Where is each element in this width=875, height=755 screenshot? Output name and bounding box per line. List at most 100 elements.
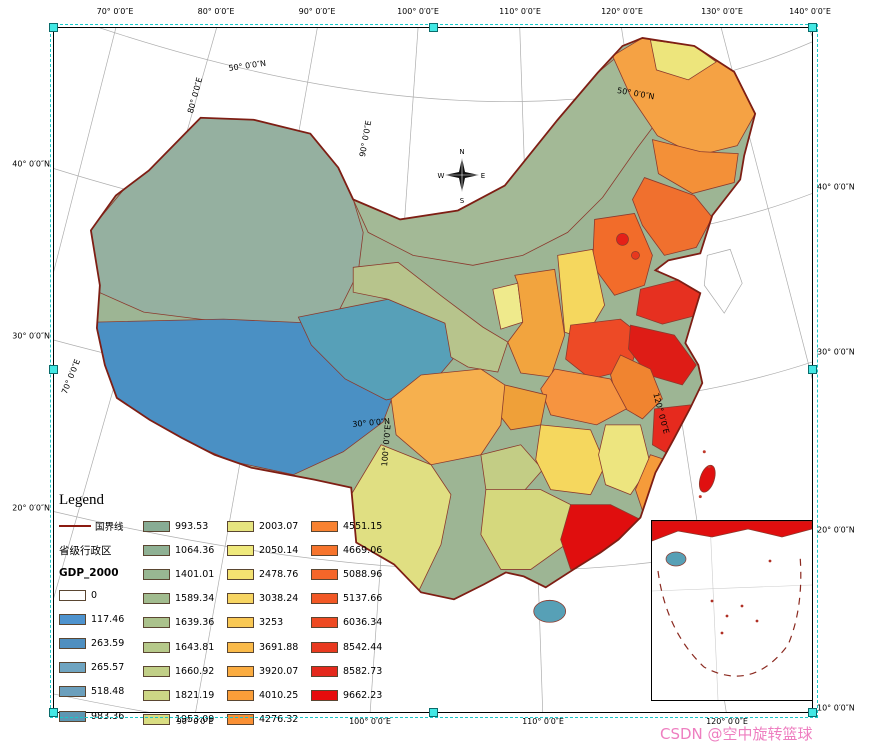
legend-value: 3920.07 [259,665,299,677]
legend-class-row: 5137.66 [311,587,395,611]
national-boundary-line [89,37,757,601]
boundary-label: 国界线 [95,522,124,533]
region-hubei [540,368,628,426]
compass-e-label: E [481,172,485,180]
graticule-label: 40° 0′0″N [817,182,855,192]
legend-class-row: 1064.36 [143,538,227,562]
legend-value: 1953.09 [175,714,215,726]
compass-n-label: N [459,148,464,156]
inset-svg [652,521,812,700]
legend-swatch [311,568,338,580]
legend-value: 4551.15 [343,520,383,532]
legend-class-row: 8542.44 [311,635,395,659]
region-hainan [533,599,567,623]
region-hunan [535,424,606,496]
boundary-line-symbol [59,525,91,527]
legend-value: 5088.96 [343,568,383,580]
graticule-label: 30° 0′0″N [12,331,50,341]
legend-swatch [227,689,254,701]
region-guizhou [480,444,544,496]
legend-swatch [59,662,86,674]
graticule-label: 120° 0′0″E [601,7,643,16]
legend-value: 117.46 [91,613,125,625]
legend[interactable]: Legend 国界线 省级行政区 GDP_2000 0 117.46 263.59 2… [59,492,404,732]
selection-handle-middle-left[interactable] [49,365,58,374]
legend-swatch [227,641,254,653]
legend-column-1: 国界线 省级行政区 GDP_2000 0 117.46 263.59 265.57 51… [59,514,143,732]
legend-value: 1064.36 [175,544,215,556]
legend-boundary-row: 国界线 [59,514,143,538]
legend-swatch [59,637,86,649]
legend-class-row: 3920.07 [227,659,311,683]
legend-swatch [311,544,338,556]
legend-class-row: 1821.19 [143,683,227,707]
compass-w-label: W [438,172,445,180]
watermark: CSDN @空中旋转篮球 [660,725,813,743]
legend-class-row: 263.59 [59,631,143,655]
region-xinjiang [90,117,364,328]
region-jiangxi [598,424,651,496]
legend-swatch [227,520,254,532]
legend-class-row: 4669.06 [311,538,395,562]
selection-handle-top-middle[interactable] [429,23,438,32]
legend-class-row: 117.46 [59,607,143,631]
legend-columns: 国界线 省级行政区 GDP_2000 0 117.46 263.59 265.57 51… [59,514,404,732]
legend-swatch [227,568,254,580]
legend-value: 263.59 [91,637,125,649]
legend-value: 4276.32 [259,714,299,726]
region-beijing [616,233,629,246]
legend-swatch [143,593,170,605]
graticule-label: 30° 0′0″N [817,347,855,357]
legend-column-3: 2003.07 2050.14 2478.76 3038.24 3253 3691.88 3… [227,514,311,732]
legend-value: 265.57 [91,662,125,674]
graticule-label: 90° 0′0″E [298,7,336,16]
legend-value: 4010.25 [259,689,299,701]
legend-swatch [59,589,86,601]
map-frame[interactable]: N W E S Legend 国界线 省级行政区 GDP_2000 0 117.4… [53,27,813,726]
legend-class-row: 1639.36 [143,611,227,635]
legend-column-2: 993.53 1064.36 1401.01 1589.34 1639.36 1643.8… [143,514,227,732]
selection-handle-bottom-left[interactable] [49,708,58,717]
legend-value: 6036.34 [343,617,383,629]
legend-swatch [143,689,170,701]
korea-outline [703,248,743,314]
legend-class-row: 1401.01 [143,562,227,586]
legend-column-4: 4551.15 4669.06 5088.96 5137.66 6036.34 8542.… [311,514,395,732]
legend-class-row: 518.48 [59,680,143,704]
compass-s-label: S [460,197,465,205]
legend-class-row: 265.57 [59,656,143,680]
legend-value: 518.48 [91,686,125,698]
legend-value: 3253 [259,617,284,629]
legend-swatch [227,617,254,629]
legend-value: 3691.88 [259,641,299,653]
legend-class-row: 0 [59,583,143,607]
legend-value: 1401.01 [175,568,215,580]
south-china-sea-inset[interactable] [651,520,813,701]
legend-value: 4669.06 [343,544,383,556]
legend-swatch [143,665,170,677]
legend-class-row: 6036.34 [311,611,395,635]
inset-dash-line [657,554,802,677]
selection-handle-bottom-middle[interactable] [429,708,438,717]
legend-value: 0 [91,589,98,601]
legend-value: 983.36 [91,710,125,722]
selection-handle-bottom-right[interactable] [808,708,817,717]
selection-handle-top-right[interactable] [808,23,817,32]
legend-field-name: GDP_2000 [59,566,119,579]
legend-value: 1821.19 [175,689,215,701]
graticule-label: 140° 0′0″E [789,7,831,16]
graticule-label: 110° 0′0″E [499,7,541,16]
region-tianjin [631,250,640,260]
legend-class-row: 983.36 [59,704,143,728]
legend-class-row: 993.53 [143,514,227,538]
legend-swatch [311,665,338,677]
legend-swatch [311,617,338,629]
legend-value: 5137.66 [343,593,383,605]
graticule-label: 120° 0′0″E [706,717,748,726]
legend-swatch [311,641,338,653]
north-arrow-compass[interactable]: N W E S [434,144,490,206]
selection-handle-top-left[interactable] [49,23,58,32]
selection-handle-middle-right[interactable] [808,365,817,374]
legend-class-row: 2050.14 [227,538,311,562]
legend-class-row: 1660.92 [143,659,227,683]
